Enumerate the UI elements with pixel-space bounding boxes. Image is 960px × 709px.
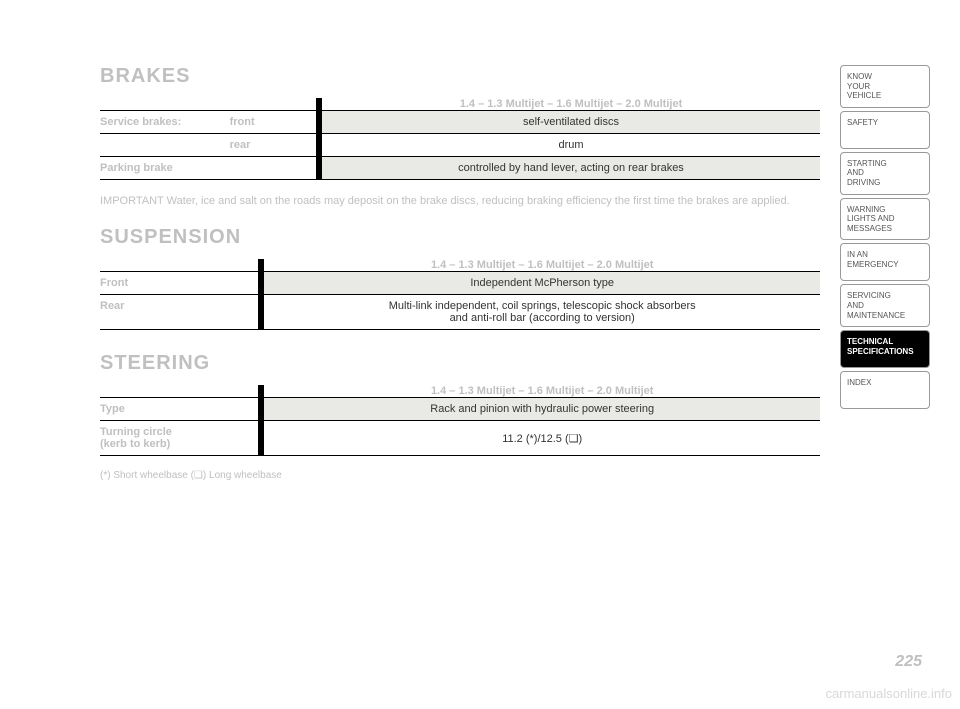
watermark: carmanualsonline.info xyxy=(826,686,952,701)
page-number: 225 xyxy=(895,653,922,671)
brakes-note: IMPORTANT Water, ice and salt on the roa… xyxy=(100,194,820,208)
brakes-header: 1.4 – 1.3 Multijet – 1.6 Multijet – 2.0 … xyxy=(322,98,820,111)
nav-label: SERVICING AND MAINTENANCE xyxy=(847,291,905,320)
suspension-row-value: Multi-link independent, coil springs, te… xyxy=(264,295,820,330)
suspension-row-value: Independent McPherson type xyxy=(264,272,820,295)
brakes-row-value: controlled by hand lever, acting on rear… xyxy=(322,157,820,180)
nav-servicing[interactable]: SERVICING AND MAINTENANCE xyxy=(840,284,930,327)
nav-label: WARNING LIGHTS AND MESSAGES xyxy=(847,205,895,234)
suspension-table: 1.4 – 1.3 Multijet – 1.6 Multijet – 2.0 … xyxy=(100,259,820,330)
brakes-row-value: self-ventilated discs xyxy=(322,111,820,134)
steering-table: 1.4 – 1.3 Multijet – 1.6 Multijet – 2.0 … xyxy=(100,385,820,456)
nav-label: KNOW YOUR VEHICLE xyxy=(847,72,881,101)
nav-label: TECHNICAL SPECIFICATIONS xyxy=(847,337,914,356)
steering-footnote: (*) Short wheelbase (❏) Long wheelbase xyxy=(100,470,820,481)
main-content: BRAKES 1.4 – 1.3 Multijet – 1.6 Multijet… xyxy=(100,65,820,481)
steering-header: 1.4 – 1.3 Multijet – 1.6 Multijet – 2.0 … xyxy=(264,385,820,398)
nav-emergency[interactable]: IN AN EMERGENCY xyxy=(840,243,930,281)
nav-warning-lights[interactable]: WARNING LIGHTS AND MESSAGES xyxy=(840,198,930,241)
suspension-title: SUSPENSION xyxy=(100,226,820,249)
nav-technical-specs[interactable]: TECHNICAL SPECIFICATIONS xyxy=(840,330,930,368)
suspension-row-label: Front xyxy=(100,272,258,295)
nav-starting-and-driving[interactable]: STARTING AND DRIVING xyxy=(840,152,930,195)
brakes-row-value: drum xyxy=(322,134,820,157)
brakes-row-label: Service brakes: xyxy=(100,111,230,134)
suspension-row-label: Rear xyxy=(100,295,258,330)
nav-label: INDEX xyxy=(847,378,871,388)
nav-label: STARTING AND DRIVING xyxy=(847,159,887,188)
nav-safety[interactable]: SAFETY xyxy=(840,111,930,149)
brakes-row-label xyxy=(100,134,230,157)
nav-label: IN AN EMERGENCY xyxy=(847,250,899,269)
nav-know-your-vehicle[interactable]: KNOW YOUR VEHICLE xyxy=(840,65,930,108)
steering-title: STEERING xyxy=(100,352,820,375)
suspension-header: 1.4 – 1.3 Multijet – 1.6 Multijet – 2.0 … xyxy=(264,259,820,272)
brakes-row-label: Parking brake xyxy=(100,157,316,180)
brakes-table: 1.4 – 1.3 Multijet – 1.6 Multijet – 2.0 … xyxy=(100,98,820,180)
steering-row-label: Turning circle (kerb to kerb) xyxy=(100,421,258,456)
nav-index[interactable]: INDEX xyxy=(840,371,930,409)
nav-label: SAFETY xyxy=(847,118,878,128)
brakes-title: BRAKES xyxy=(100,65,820,88)
steering-row-label: Type xyxy=(100,398,258,421)
brakes-row-sublabel: rear xyxy=(230,134,316,157)
steering-row-value: 11.2 (*)/12.5 (❏) xyxy=(264,421,820,456)
brakes-row-sublabel: front xyxy=(230,111,316,134)
sidebar-nav: KNOW YOUR VEHICLE SAFETY STARTING AND DR… xyxy=(840,65,930,481)
steering-row-value: Rack and pinion with hydraulic power ste… xyxy=(264,398,820,421)
